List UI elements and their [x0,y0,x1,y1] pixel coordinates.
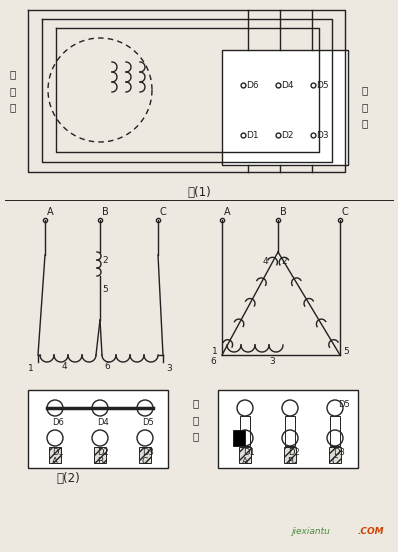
Bar [285,416,295,446]
Bar [284,447,296,463]
Text: A: A [52,457,58,466]
Bar [233,430,245,446]
Text: D2: D2 [288,448,300,457]
Bar [222,50,348,165]
Text: D5: D5 [338,400,350,409]
Text: 接
线
板: 接 线 板 [193,399,199,442]
Bar [239,447,251,463]
Text: D1: D1 [52,448,64,457]
Text: D1: D1 [243,448,255,457]
Text: B: B [97,457,103,466]
Text: D3: D3 [142,448,154,457]
Text: 5: 5 [102,285,108,294]
Text: C: C [332,457,338,466]
Text: D6: D6 [52,418,64,427]
Bar [329,447,341,463]
Text: C: C [142,457,148,466]
Text: 6: 6 [104,362,110,371]
Text: 1: 1 [28,364,34,373]
Text: A: A [47,207,54,217]
Text: C: C [342,207,349,217]
Text: B: B [102,207,109,217]
Text: 3: 3 [166,364,172,373]
Text: D5: D5 [316,81,329,89]
Text: B: B [287,457,293,466]
Text: A: A [224,207,230,217]
Text: 3: 3 [269,357,275,366]
Text: .COM: .COM [358,527,384,536]
Text: D6: D6 [246,81,259,89]
Bar [330,416,340,446]
Bar [28,390,168,468]
Text: D4: D4 [97,418,109,427]
Text: D5: D5 [142,418,154,427]
Text: 4: 4 [262,257,268,266]
Bar [49,447,61,463]
Text: 2: 2 [281,257,287,266]
Text: D4: D4 [281,81,293,89]
Text: B: B [280,207,287,217]
Text: D2: D2 [281,130,293,140]
Bar [240,416,250,446]
Text: 1: 1 [212,347,218,356]
Text: C: C [160,207,167,217]
Text: 电
动
机: 电 动 机 [10,70,16,113]
Text: 接
线
板: 接 线 板 [362,86,368,129]
Text: jiexiantu: jiexiantu [291,527,330,536]
Text: 6: 6 [210,357,216,366]
Bar [139,447,151,463]
Text: 2: 2 [102,256,107,265]
Text: A: A [242,457,248,466]
Text: 5: 5 [343,347,349,356]
Bar [218,390,358,468]
Text: 图(2): 图(2) [56,472,80,485]
Text: D3: D3 [316,130,329,140]
Text: D3: D3 [333,448,345,457]
Text: D2: D2 [97,448,109,457]
Text: 图(1): 图(1) [187,186,211,199]
Bar [94,447,106,463]
Text: D1: D1 [246,130,259,140]
Text: 4: 4 [61,362,67,371]
